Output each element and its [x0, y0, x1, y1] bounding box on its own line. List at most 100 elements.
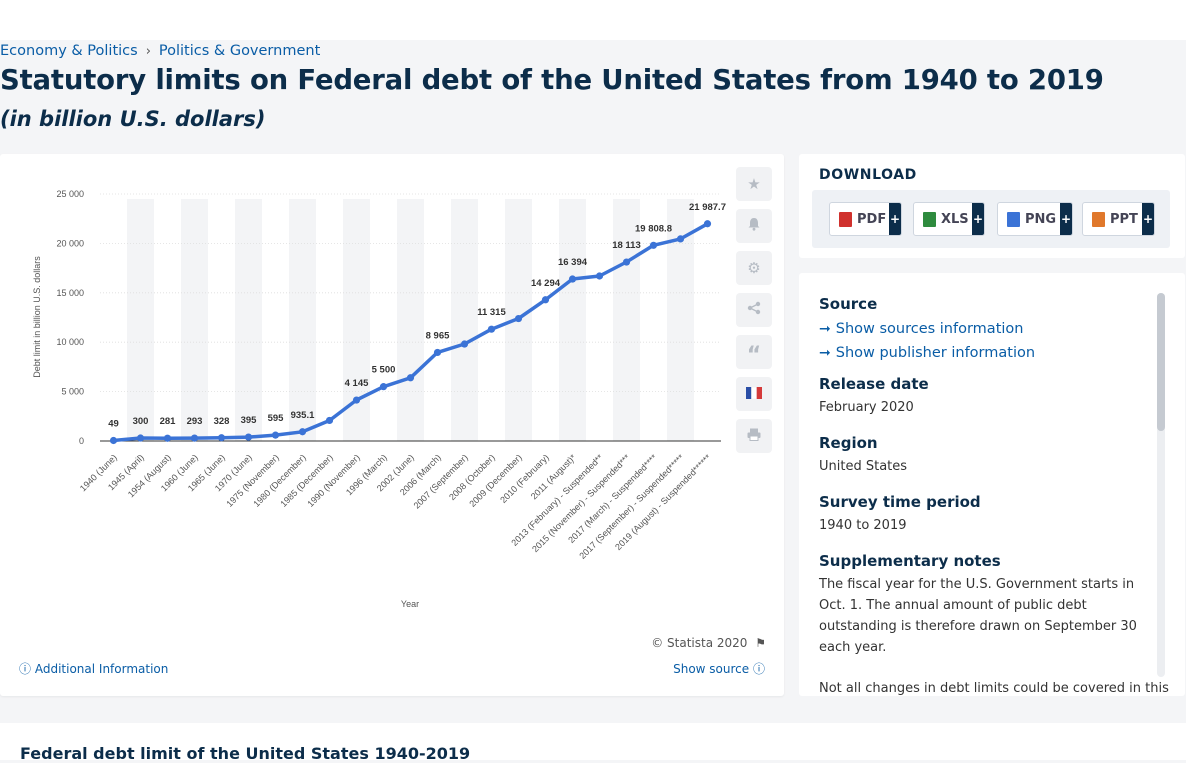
data-point[interactable]	[595, 272, 604, 280]
show-sources-link[interactable]: ➞ Show sources information	[819, 317, 1149, 341]
plus-icon: +	[1060, 203, 1072, 235]
share-button[interactable]	[736, 293, 772, 327]
data-point[interactable]	[568, 275, 577, 283]
supplementary-notes-text: The fiscal year for the U.S. Government …	[819, 577, 1137, 655]
column-band	[235, 199, 262, 441]
favorite-button[interactable]: ★	[736, 167, 772, 201]
survey-period-value: 1940 to 2019	[819, 518, 907, 533]
star-icon: ★	[747, 175, 761, 193]
column-band	[613, 199, 640, 441]
breadcrumb-economy-link[interactable]: Economy & Politics	[0, 43, 138, 59]
png-label: PNG	[1025, 211, 1057, 227]
print-icon	[747, 427, 761, 445]
chart-toolbar: ★ ⚙ “	[736, 167, 772, 461]
data-label: 5 500	[372, 365, 396, 376]
statistic-info-panel: Source ➞ Show sources information ➞ Show…	[799, 273, 1185, 696]
info-icon: ⓘ	[19, 662, 32, 676]
data-point[interactable]	[217, 434, 226, 442]
related-section	[0, 723, 1186, 760]
data-label: 395	[241, 415, 258, 426]
release-date-heading: Release date	[819, 375, 929, 393]
data-point[interactable]	[622, 258, 631, 266]
data-label: 300	[133, 416, 149, 427]
data-point[interactable]	[298, 428, 307, 436]
data-point[interactable]	[379, 383, 388, 391]
data-label: 935.1	[291, 410, 315, 421]
xls-file-icon	[923, 211, 936, 227]
additional-info-label: Additional Information	[34, 662, 169, 676]
additional-info-link[interactable]: ⓘ Additional Information	[19, 660, 168, 677]
data-point[interactable]	[109, 436, 118, 445]
breadcrumb-politics-link[interactable]: Politics & Government	[158, 43, 321, 59]
data-point[interactable]	[703, 220, 712, 228]
column-band	[289, 199, 316, 441]
data-point[interactable]	[433, 348, 442, 357]
flag-icon: ⚑	[755, 636, 766, 650]
page-title: Statutory limits on Federal debt of the …	[0, 64, 1104, 96]
breadcrumb: Economy & Politics › Politics & Governme…	[0, 43, 320, 59]
png-file-icon	[1007, 211, 1020, 227]
bell-icon	[747, 217, 761, 235]
breadcrumb-separator: ›	[145, 43, 151, 59]
data-label: 16 394	[558, 257, 588, 268]
data-point[interactable]	[676, 235, 685, 243]
copyright-label: © Statista 2020	[651, 636, 748, 650]
y-tick-label: 10 000	[56, 337, 84, 347]
info-scrollbar[interactable]	[1157, 293, 1165, 677]
quote-icon: “	[746, 343, 762, 368]
download-ppt-button[interactable]: PPT +	[1082, 202, 1155, 236]
notification-button[interactable]	[736, 209, 772, 243]
data-point[interactable]	[460, 340, 469, 348]
show-source-label: Show source	[673, 662, 750, 676]
download-pdf-button[interactable]: PDF +	[829, 202, 902, 236]
settings-button[interactable]: ⚙	[736, 251, 772, 285]
y-tick-label: 15 000	[56, 288, 84, 298]
column-band	[127, 199, 154, 441]
region-heading: Region	[819, 434, 878, 452]
show-source-link[interactable]: Show source ⓘ	[673, 660, 765, 677]
data-point[interactable]	[541, 296, 550, 304]
x-tick-label: 2010 (February)	[498, 452, 551, 505]
plus-icon: +	[889, 203, 901, 235]
data-point[interactable]	[190, 434, 199, 442]
column-band	[343, 199, 370, 441]
cite-button[interactable]: “	[736, 335, 772, 369]
data-point[interactable]	[163, 434, 172, 442]
column-band	[559, 199, 586, 441]
scrollbar-thumb[interactable]	[1157, 293, 1165, 431]
data-label: 14 294	[531, 278, 561, 289]
show-sources-label: Show sources information	[835, 321, 1024, 337]
data-point[interactable]	[136, 434, 145, 442]
ppt-label: PPT	[1110, 211, 1138, 227]
pdf-label: PDF	[857, 211, 887, 227]
data-point[interactable]	[514, 314, 523, 323]
data-label: 328	[214, 416, 230, 427]
y-tick-label: 20 000	[56, 238, 84, 248]
data-point[interactable]	[325, 416, 334, 425]
show-publisher-link[interactable]: ➞ Show publisher information	[819, 341, 1149, 365]
data-point[interactable]	[649, 241, 658, 249]
copyright-text[interactable]: © Statista 2020 ⚑	[651, 636, 766, 650]
data-point[interactable]	[487, 325, 496, 333]
language-button[interactable]	[736, 377, 772, 411]
french-flag-icon	[746, 385, 762, 403]
x-axis-label: Year	[401, 599, 419, 609]
data-label: 49	[108, 419, 119, 430]
plus-icon: +	[972, 203, 984, 235]
column-band	[181, 199, 208, 441]
download-xls-button[interactable]: XLS +	[913, 202, 985, 236]
download-panel: DOWNLOAD PDF + XLS + PNG + PPT +	[799, 154, 1185, 258]
data-point[interactable]	[271, 431, 280, 439]
data-label: 11 315	[477, 307, 506, 318]
download-png-button[interactable]: PNG +	[997, 202, 1073, 236]
related-statistic-title: Federal debt limit of the United States …	[20, 744, 471, 763]
data-label: 293	[187, 416, 203, 427]
print-button[interactable]	[736, 419, 772, 453]
data-point[interactable]	[244, 433, 253, 441]
pdf-file-icon	[839, 211, 852, 227]
data-point[interactable]	[352, 396, 361, 404]
page-subtitle: (in billion U.S. dollars)	[0, 107, 266, 131]
data-point[interactable]	[406, 374, 415, 382]
